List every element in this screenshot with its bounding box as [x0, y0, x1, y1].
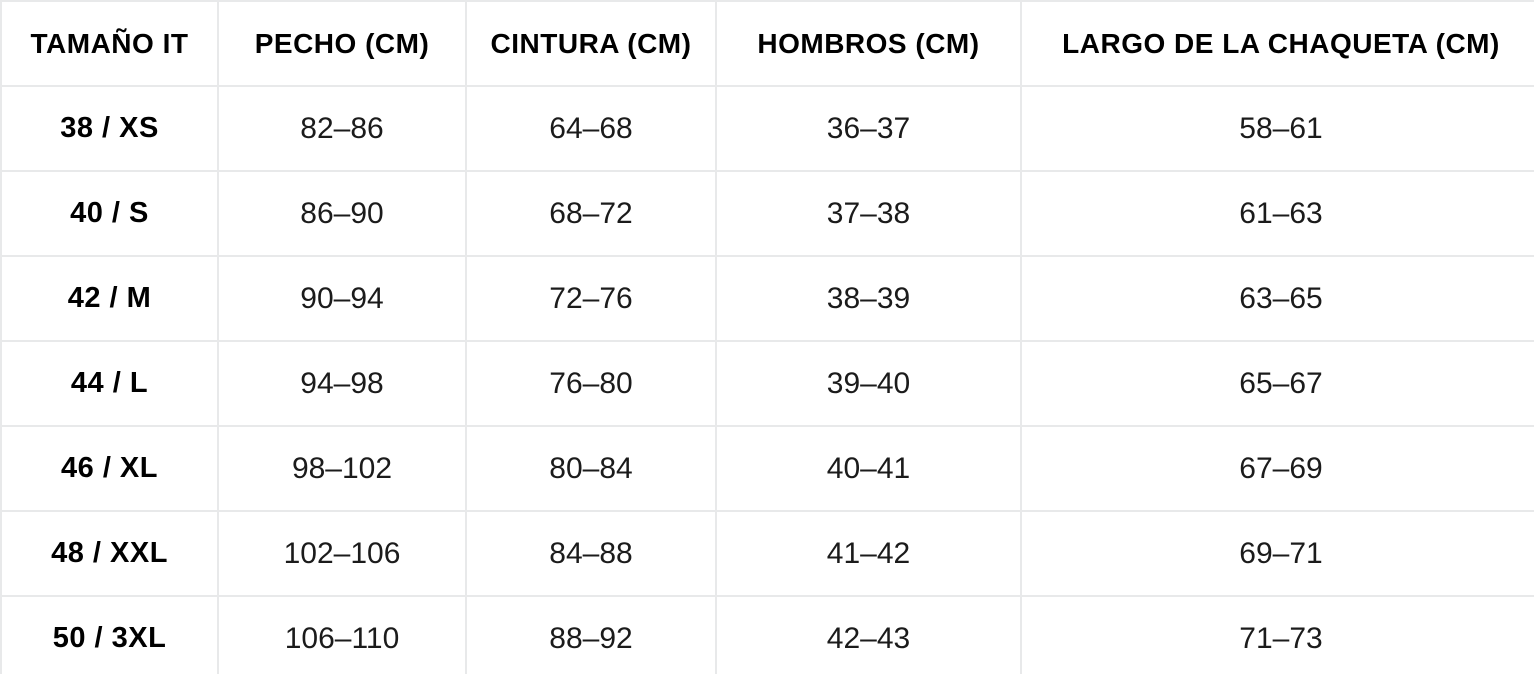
- jacket-length-cell: 63–65: [1020, 255, 1534, 342]
- size-cell: 42 / M: [0, 255, 219, 342]
- waist-cell: 76–80: [465, 340, 717, 427]
- shoulders-cell: 37–38: [715, 170, 1022, 257]
- column-header-waist: CINTURA (CM): [465, 0, 717, 87]
- size-cell: 46 / XL: [0, 425, 219, 512]
- table-row: 42 / M 90–94 72–76 38–39 63–65: [0, 255, 1534, 342]
- column-header-size: TAMAÑO IT: [0, 0, 219, 87]
- table-row: 46 / XL 98–102 80–84 40–41 67–69: [0, 425, 1534, 512]
- jacket-length-cell: 69–71: [1020, 510, 1534, 597]
- chest-cell: 102–106: [217, 510, 467, 597]
- shoulders-cell: 41–42: [715, 510, 1022, 597]
- table-row: 44 / L 94–98 76–80 39–40 65–67: [0, 340, 1534, 427]
- chest-cell: 82–86: [217, 85, 467, 172]
- jacket-length-cell: 58–61: [1020, 85, 1534, 172]
- size-cell: 38 / XS: [0, 85, 219, 172]
- waist-cell: 72–76: [465, 255, 717, 342]
- jacket-length-cell: 65–67: [1020, 340, 1534, 427]
- chest-cell: 98–102: [217, 425, 467, 512]
- waist-cell: 64–68: [465, 85, 717, 172]
- shoulders-cell: 38–39: [715, 255, 1022, 342]
- size-chart-header: TAMAÑO IT PECHO (CM) CINTURA (CM) HOMBRO…: [0, 0, 1534, 87]
- chest-cell: 106–110: [217, 595, 467, 674]
- size-cell: 44 / L: [0, 340, 219, 427]
- table-row: 50 / 3XL 106–110 88–92 42–43 71–73: [0, 595, 1534, 674]
- waist-cell: 68–72: [465, 170, 717, 257]
- table-row: 40 / S 86–90 68–72 37–38 61–63: [0, 170, 1534, 257]
- size-cell: 40 / S: [0, 170, 219, 257]
- shoulders-cell: 42–43: [715, 595, 1022, 674]
- size-cell: 48 / XXL: [0, 510, 219, 597]
- waist-cell: 80–84: [465, 425, 717, 512]
- size-cell: 50 / 3XL: [0, 595, 219, 674]
- table-row: 48 / XXL 102–106 84–88 41–42 69–71: [0, 510, 1534, 597]
- shoulders-cell: 39–40: [715, 340, 1022, 427]
- table-row: 38 / XS 82–86 64–68 36–37 58–61: [0, 85, 1534, 172]
- waist-cell: 88–92: [465, 595, 717, 674]
- chest-cell: 90–94: [217, 255, 467, 342]
- jacket-length-cell: 67–69: [1020, 425, 1534, 512]
- jacket-length-cell: 71–73: [1020, 595, 1534, 674]
- column-header-shoulders: HOMBROS (CM): [715, 0, 1022, 87]
- chest-cell: 86–90: [217, 170, 467, 257]
- column-header-jacket-length: LARGO DE LA CHAQUETA (CM): [1020, 0, 1534, 87]
- column-header-chest: PECHO (CM): [217, 0, 467, 87]
- jacket-length-cell: 61–63: [1020, 170, 1534, 257]
- size-chart-body: 38 / XS 82–86 64–68 36–37 58–61 40 / S 8…: [0, 85, 1534, 674]
- header-row: TAMAÑO IT PECHO (CM) CINTURA (CM) HOMBRO…: [0, 0, 1534, 87]
- shoulders-cell: 40–41: [715, 425, 1022, 512]
- chest-cell: 94–98: [217, 340, 467, 427]
- shoulders-cell: 36–37: [715, 85, 1022, 172]
- waist-cell: 84–88: [465, 510, 717, 597]
